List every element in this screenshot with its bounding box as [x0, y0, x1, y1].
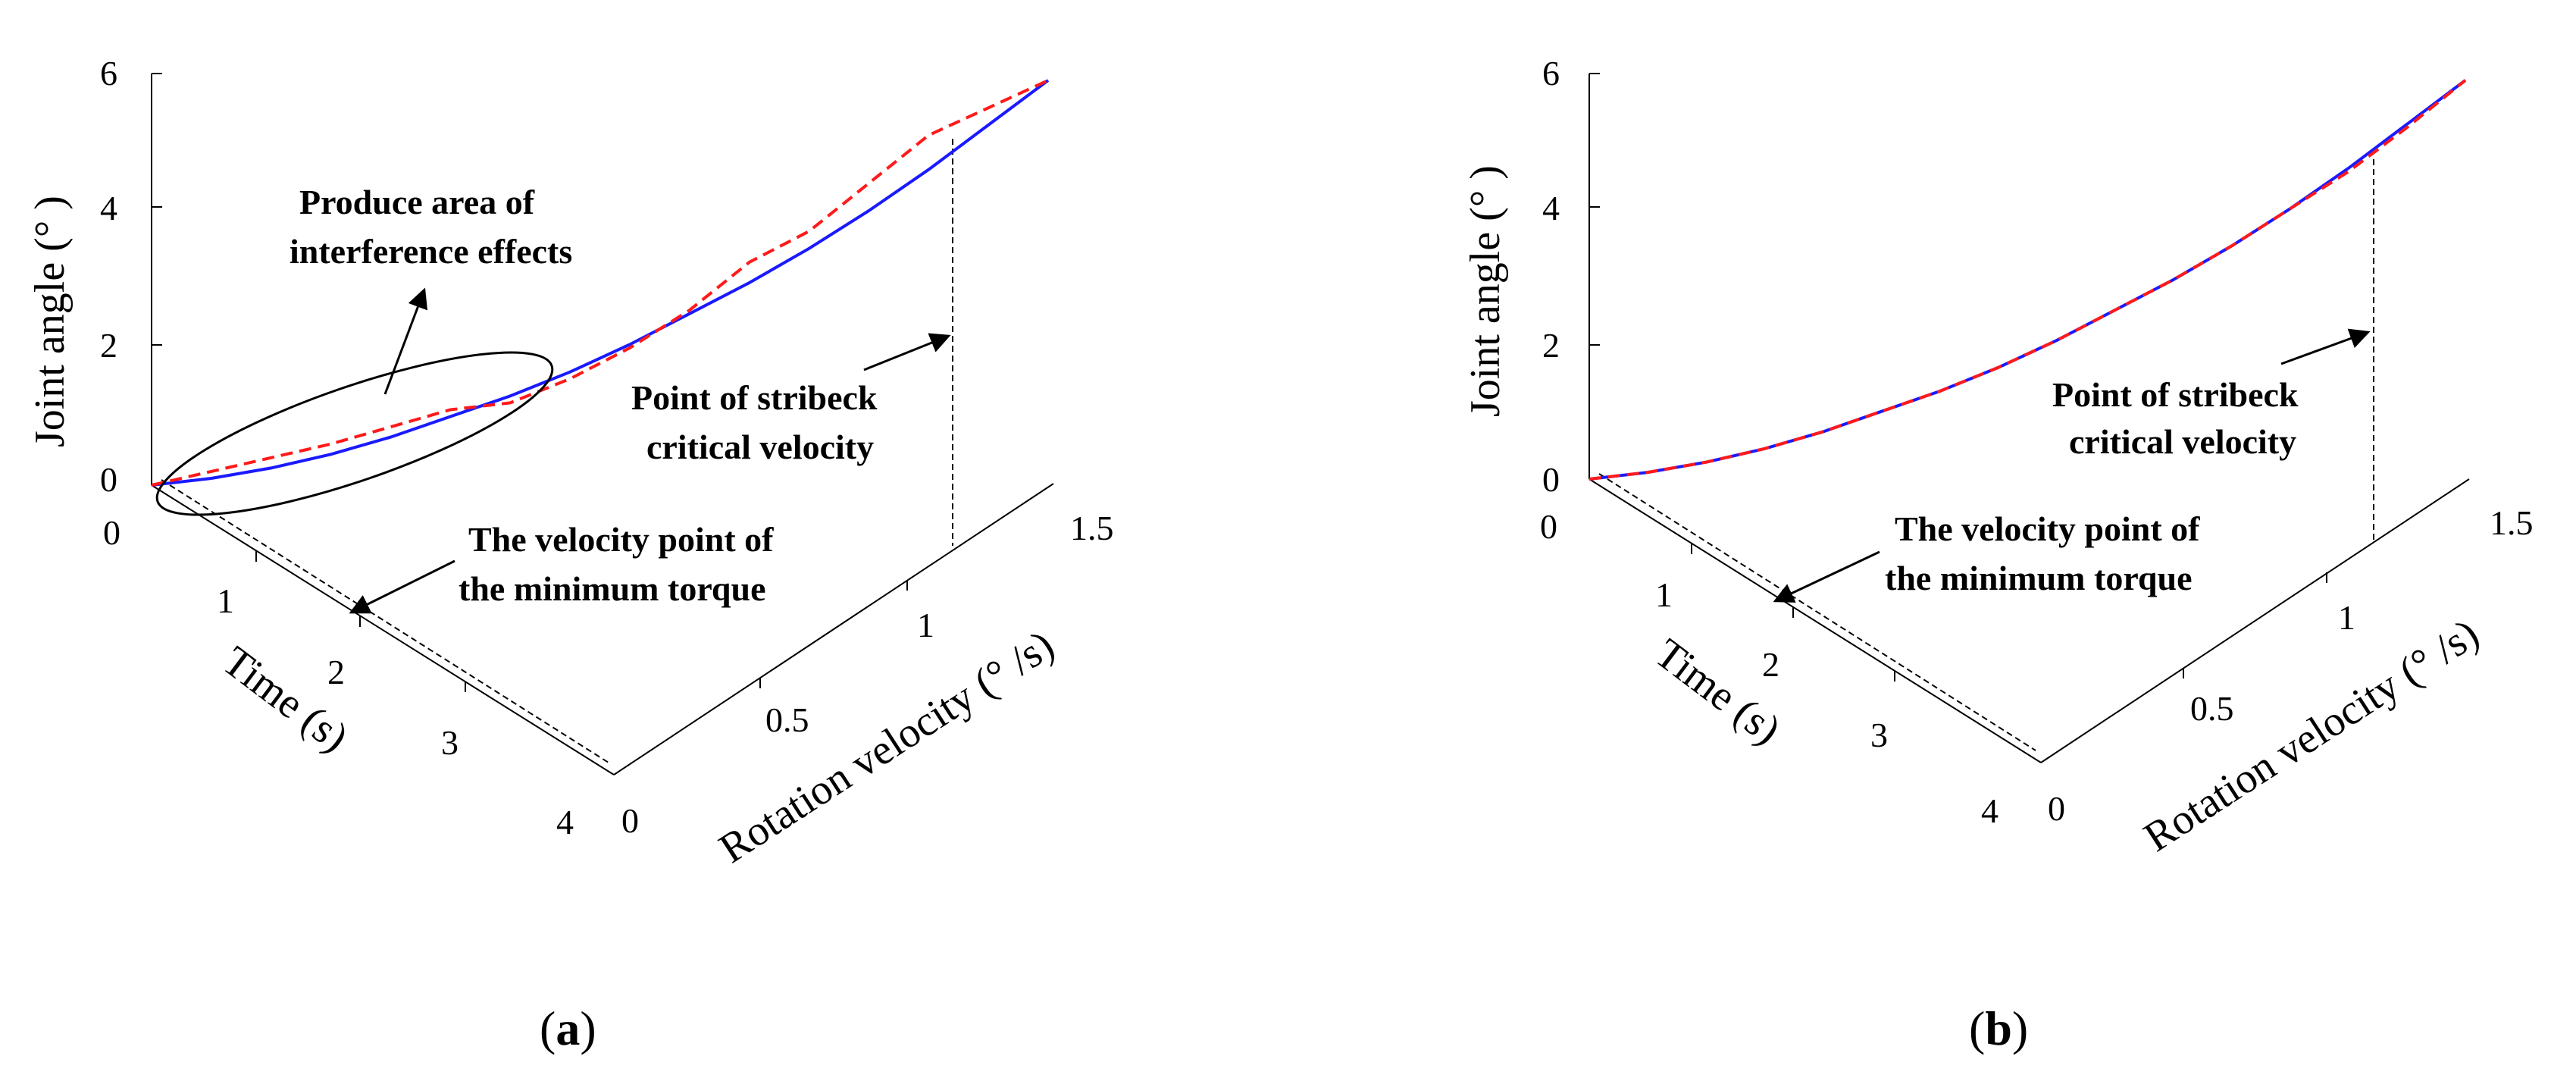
time-tick-label-a-1: 1 — [217, 581, 234, 620]
angle-tick-label-a-0: 0 — [100, 460, 117, 499]
velocity-tick-label-a-0: 0 — [621, 801, 639, 840]
stribeck-label-line2-b: critical velocity — [2069, 422, 2296, 461]
stribeck-label-line2-a: critical velocity — [646, 428, 874, 466]
interference-label-line2-a: interference effects — [290, 232, 572, 271]
time-ticks-b — [1691, 544, 1895, 682]
min-torque-label-line2-a: the minimum torque — [459, 569, 766, 608]
time-tick-label-a-0: 0 — [103, 513, 121, 552]
angle-tick-label-b-2: 4 — [1542, 189, 1560, 227]
velocity-tick-label-a-1: 0.5 — [765, 700, 809, 739]
velocity-tick-label-b-0: 0 — [2048, 789, 2065, 828]
velocity-ticks-a — [759, 580, 908, 688]
angle-tick-label-b-3: 6 — [1542, 54, 1560, 92]
time-axis-b — [1588, 478, 2042, 763]
time-tick-label-b-0: 0 — [1540, 507, 1557, 546]
velocity-tick-label-a-3: 1.5 — [1070, 509, 1114, 547]
time-tick-label-a-4: 4 — [556, 803, 574, 841]
series-reference-b — [1588, 79, 2467, 481]
velocity-axis-a — [613, 483, 1054, 776]
time-tick-label-b-1: 1 — [1655, 575, 1673, 614]
panel-letter-b: b — [1985, 1001, 2012, 1055]
min-torque-arrow-b — [1773, 550, 1880, 603]
angle-tick-label-b-0: 0 — [1542, 460, 1560, 499]
interference-label-line1-a: Produce area of — [299, 183, 535, 221]
time-tick-label-b-4: 4 — [1981, 791, 1999, 830]
stribeck-arrow-a — [863, 333, 951, 371]
velocity-axis-label-b: Rotation velocity (° /s) — [2136, 610, 2487, 861]
panel-label-b: (b) — [1969, 1001, 2028, 1055]
time-ticks-a — [255, 551, 466, 692]
stribeck-label-line1-b: Point of stribeck — [2052, 375, 2299, 414]
series-reference-a — [151, 79, 1050, 487]
min-torque-label-line1-b: The velocity point of — [1895, 509, 2200, 548]
interference-ellipse-a — [155, 351, 554, 516]
time-axis-a — [151, 484, 615, 776]
panel-a: 0 1 2 3 4 0 0.5 1 1.5 0 2 4 6 Joint angl… — [27, 54, 1114, 1055]
stribeck-label-line1-a: Point of stribeck — [631, 378, 878, 417]
velocity-axis-label-a: Rotation velocity (° /s) — [711, 622, 1062, 873]
angle-ticks-b — [1589, 73, 1600, 346]
angle-tick-label-b-1: 2 — [1542, 326, 1560, 365]
min-torque-label-line1-a: The velocity point of — [468, 520, 774, 559]
angle-axis-label-b: Joint angle (° ) — [1462, 165, 1509, 417]
panel-letter-a: a — [556, 1001, 580, 1055]
panel-label-a: (a) — [540, 1001, 596, 1055]
min-torque-arrow-a — [349, 559, 455, 614]
velocity-tick-label-b-3: 1.5 — [2490, 503, 2534, 542]
angle-ticks-a — [152, 73, 162, 346]
time-tick-label-a-2: 2 — [327, 653, 345, 691]
velocity-tick-label-b-2: 1 — [2338, 598, 2355, 637]
angle-tick-label-a-1: 2 — [100, 326, 117, 365]
velocity-ticks-b — [2183, 572, 2327, 678]
panel-b: 0 1 2 3 4 0 0.5 1 1.5 0 2 4 6 Joint angl… — [1462, 54, 2534, 1055]
velocity-tick-label-a-2: 1 — [917, 606, 934, 644]
angle-tick-label-a-3: 6 — [100, 54, 117, 92]
time-tick-label-b-2: 2 — [1762, 645, 1779, 684]
velocity-tick-label-b-1: 0.5 — [2190, 689, 2234, 728]
time-tick-label-a-3: 3 — [441, 723, 459, 762]
time-tick-label-b-3: 3 — [1870, 716, 1888, 754]
velocity-axis-b — [2040, 478, 2470, 763]
interference-arrow-a — [383, 287, 428, 395]
series-measured-a — [151, 79, 1049, 487]
min-torque-guide-line-b — [1598, 473, 2036, 751]
angle-axis-label-a: Joint angle (° ) — [27, 196, 74, 447]
stribeck-arrow-b — [2280, 328, 2371, 365]
min-torque-label-line2-b: the minimum torque — [1885, 559, 2193, 597]
angle-tick-label-a-2: 4 — [100, 189, 117, 227]
series-measured-b — [1588, 79, 2467, 481]
